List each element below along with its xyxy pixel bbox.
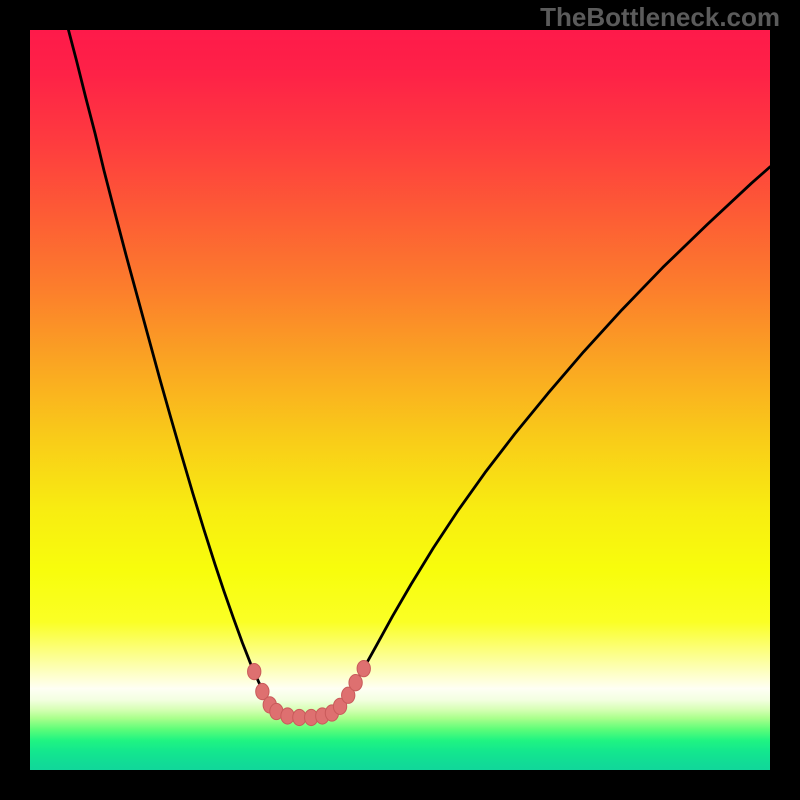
- marker-point: [248, 663, 261, 679]
- marker-point: [293, 709, 306, 725]
- marker-point: [357, 660, 370, 676]
- plot-area: [30, 30, 770, 770]
- chart-svg: [30, 30, 770, 770]
- gradient-background: [30, 30, 770, 770]
- watermark-text: TheBottleneck.com: [540, 2, 780, 33]
- marker-point: [349, 675, 362, 691]
- marker-point: [281, 708, 294, 724]
